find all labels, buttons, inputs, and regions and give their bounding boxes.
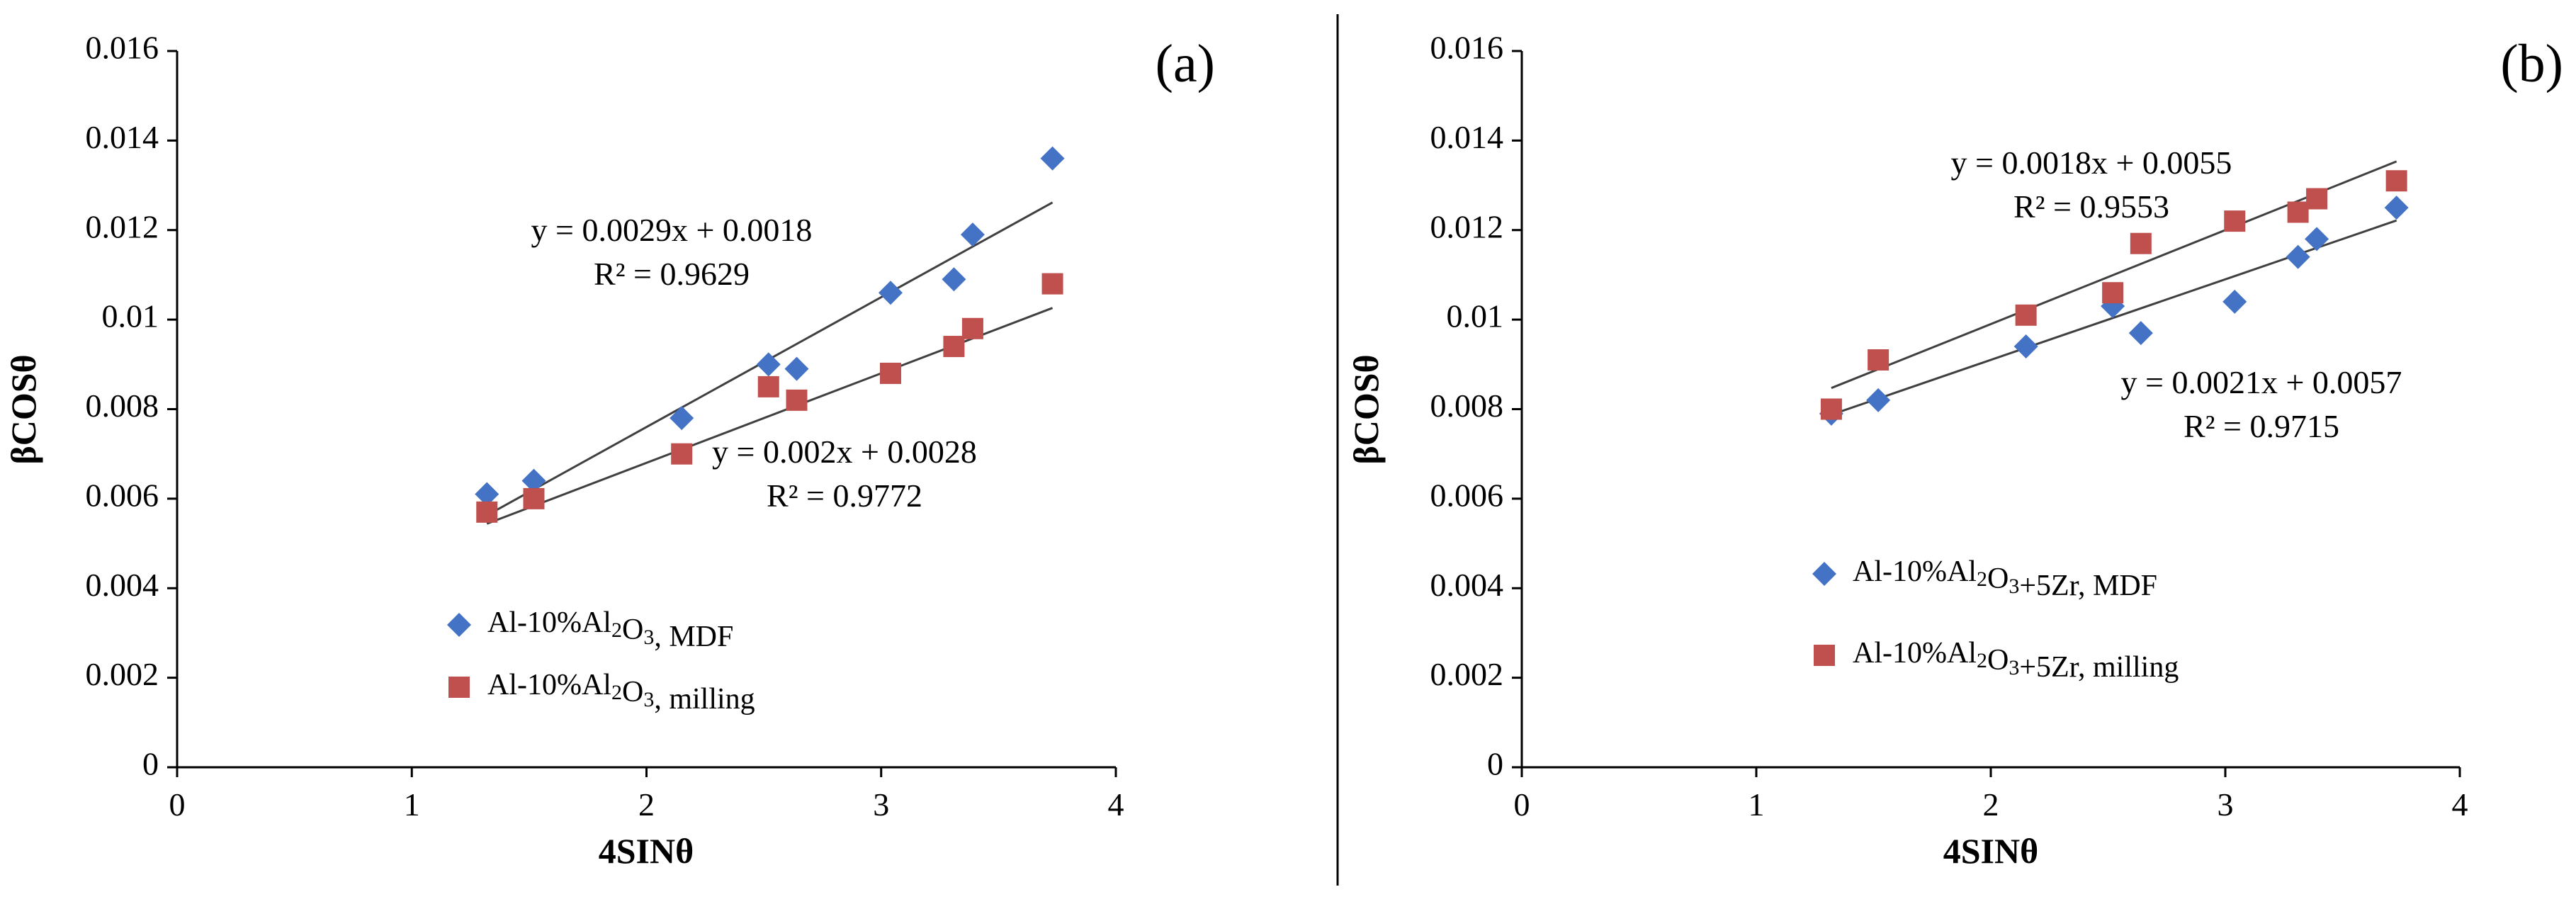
r-squared-label: R² = 0.9629 xyxy=(594,256,750,292)
y-tick-label: 0 xyxy=(1487,746,1503,782)
y-tick-label: 0.014 xyxy=(86,119,159,155)
data-point-diamond xyxy=(475,482,499,507)
x-axis-label: 4SINθ xyxy=(1943,831,2038,871)
x-tick-label: 1 xyxy=(1749,786,1765,823)
y-axis-label: βCOSθ xyxy=(1346,354,1386,464)
data-point-diamond xyxy=(2222,289,2247,314)
data-point-diamond xyxy=(2286,244,2310,269)
data-point-diamond xyxy=(960,222,985,247)
data-point-diamond xyxy=(2384,196,2409,220)
data-point-diamond xyxy=(2013,334,2038,359)
data-point-diamond xyxy=(670,406,694,431)
data-point-diamond xyxy=(942,267,966,292)
x-tick-label: 3 xyxy=(2218,786,2234,823)
data-point-square xyxy=(1868,349,1889,371)
data-point-square xyxy=(2130,232,2152,254)
data-point-square xyxy=(2385,170,2407,192)
data-point-square xyxy=(961,317,983,339)
data-point-square xyxy=(1820,398,1842,420)
data-point-square xyxy=(943,336,965,358)
data-point-square xyxy=(671,443,693,465)
panel-label: (b) xyxy=(2500,34,2563,94)
data-point-square xyxy=(1041,273,1063,295)
y-tick-label: 0.002 xyxy=(86,656,159,692)
data-point-square xyxy=(757,375,779,397)
chart-panel-b: 0 0.002 0.004 0.006 0.008 0.01 0.012 0.014 0.016… xyxy=(1346,30,2563,871)
data-point-diamond xyxy=(784,356,809,381)
legend-marker-square xyxy=(448,677,470,698)
data-point-diamond xyxy=(879,281,903,305)
trendline-equation: y = 0.0018x + 0.0055 xyxy=(1951,145,2232,181)
chart-panel-a: 0 0.002 0.004 0.006 0.008 0.01 0.012 0.014 0.016… xyxy=(4,30,1215,871)
data-point-diamond xyxy=(756,352,781,377)
y-tick-label: 0.01 xyxy=(1447,298,1504,334)
y-tick-label: 0.004 xyxy=(86,567,159,603)
y-tick-label: 0.006 xyxy=(1430,477,1504,513)
data-point-square xyxy=(2306,188,2328,210)
data-point-square xyxy=(2102,282,2124,304)
trendline-equation: y = 0.0029x + 0.0018 xyxy=(531,212,813,248)
data-point-square xyxy=(2224,210,2246,232)
r-squared-label: R² = 0.9553 xyxy=(2013,188,2169,225)
trendline-square xyxy=(1831,160,2397,390)
y-tick-label: 0 xyxy=(142,746,159,782)
x-tick-label: 0 xyxy=(1514,786,1530,823)
x-axis-label: 4SINθ xyxy=(599,831,694,871)
data-point-square xyxy=(2287,201,2309,223)
legend-marker-diamond xyxy=(1812,562,1836,586)
y-tick-label: 0.014 xyxy=(1430,119,1504,155)
x-tick-label: 4 xyxy=(2452,786,2468,823)
data-point-diamond xyxy=(1866,388,1891,412)
x-tick-label: 0 xyxy=(169,786,186,823)
legend-marker-diamond xyxy=(447,613,471,637)
data-point-square xyxy=(880,362,901,384)
data-point-square xyxy=(786,389,808,411)
data-point-square xyxy=(523,487,545,509)
y-tick-label: 0.012 xyxy=(86,208,159,244)
y-axis-label: βCOSθ xyxy=(4,354,43,464)
y-tick-label: 0.016 xyxy=(86,30,159,66)
x-tick-label: 2 xyxy=(1983,786,1999,823)
data-point-diamond xyxy=(521,468,546,493)
legend-label: Al-10%Al2O3, MDF xyxy=(487,606,733,653)
r-squared-label: R² = 0.9715 xyxy=(2184,408,2339,444)
y-tick-label: 0.016 xyxy=(1430,30,1504,66)
x-tick-label: 2 xyxy=(638,786,655,823)
data-point-diamond xyxy=(2305,227,2329,252)
data-point-diamond xyxy=(1040,146,1065,171)
legend-label: Al-10%Al2O3+5Zr, milling xyxy=(1853,637,2179,684)
y-tick-label: 0.004 xyxy=(1430,567,1504,603)
trendline-equation: y = 0.0021x + 0.0057 xyxy=(2121,364,2402,400)
x-tick-label: 1 xyxy=(404,786,420,823)
panel-label: (a) xyxy=(1156,34,1215,94)
x-tick-label: 4 xyxy=(1108,786,1124,823)
data-point-square xyxy=(476,501,498,523)
data-point-square xyxy=(2015,304,2037,326)
y-tick-label: 0.012 xyxy=(1430,208,1504,244)
legend-label: Al-10%Al2O3, milling xyxy=(487,669,755,716)
y-tick-label: 0.008 xyxy=(86,388,159,424)
r-squared-label: R² = 0.9772 xyxy=(767,478,922,514)
y-tick-label: 0.008 xyxy=(1430,388,1504,424)
trendline-equation: y = 0.002x + 0.0028 xyxy=(712,434,977,470)
y-tick-label: 0.006 xyxy=(86,477,159,513)
y-tick-label: 0.002 xyxy=(1430,656,1504,692)
x-tick-label: 3 xyxy=(873,786,889,823)
data-point-diamond xyxy=(2128,321,2153,346)
legend-marker-square xyxy=(1814,645,1835,666)
legend-label: Al-10%Al2O3+5Zr, MDF xyxy=(1853,555,2157,602)
y-tick-label: 0.01 xyxy=(102,298,159,334)
